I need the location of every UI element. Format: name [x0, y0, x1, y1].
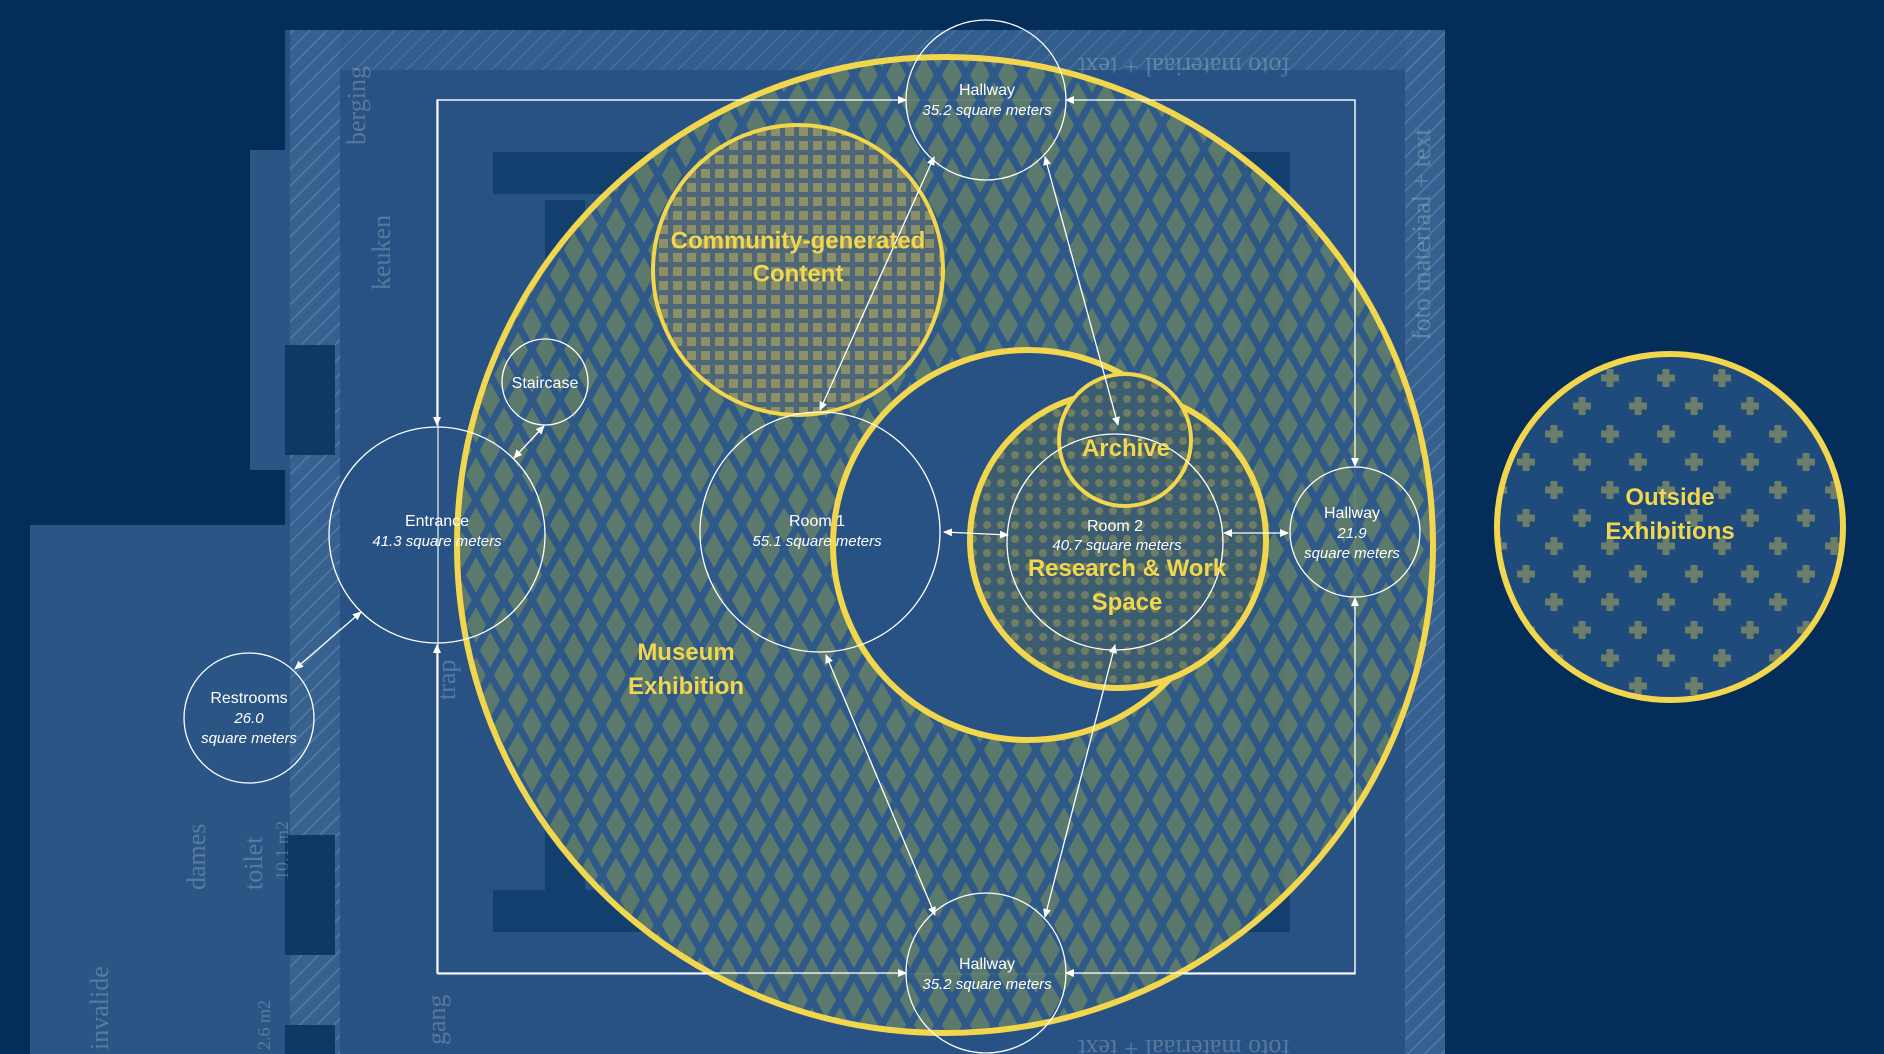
- connector-halltop-room1: [819, 156, 935, 411]
- entrance-name: Entrance: [405, 513, 469, 530]
- connector-room1-room2: [943, 528, 1009, 539]
- connector-restrooms-entrance: [294, 611, 362, 670]
- archive-title: Archive: [1082, 435, 1170, 462]
- floorplan-berging: berging: [342, 66, 371, 145]
- floorplan-gang: gang: [422, 994, 451, 1045]
- room1-area: 55.1 square meters: [752, 533, 882, 550]
- wall-left-block-1: [285, 345, 335, 455]
- hallway-right-name: Hallway: [1324, 505, 1380, 522]
- connector-halltop-hallright: [1065, 96, 1359, 467]
- outside-exhibitions-zone: [1494, 351, 1846, 703]
- wall-left-block-3: [285, 1025, 335, 1054]
- connector-halltop-room2: [1043, 156, 1120, 426]
- staircase-name: Staircase: [512, 375, 579, 392]
- floorplan-invalide: invalide: [85, 966, 114, 1050]
- connector-hallbottom-hallright: [1065, 597, 1359, 977]
- floorplan-dames: dames: [182, 824, 211, 890]
- floorplan-side-text: foto materiaal + text: [1407, 127, 1436, 340]
- hallway-bottom-name: Hallway: [959, 956, 1015, 973]
- research-work-title: Research & Work Space: [1028, 555, 1227, 616]
- outside-exhibitions-title: Outside Exhibitions: [1605, 484, 1734, 545]
- floorplan-toilet: toilet: [239, 836, 268, 890]
- museum-exhibition-outline: [454, 54, 1436, 1036]
- room2-area: 40.7 square meters: [1052, 537, 1182, 554]
- hallway-top-area: 35.2 square meters: [922, 102, 1052, 119]
- entrance-circle: [328, 426, 546, 644]
- community-content-title: Community-generated Content: [671, 228, 926, 288]
- hallway-right-area-value: 21.9: [1336, 525, 1367, 542]
- floorplan-area-label: 10.1 m2: [272, 821, 292, 880]
- museum-exhibition-title: Museum Exhibition: [628, 639, 744, 700]
- room2-name: Room 2: [1087, 518, 1143, 535]
- connector-room1-hallbottom: [825, 654, 936, 916]
- restrooms-circle: [183, 652, 315, 784]
- hallway-right-area-unit: square meters: [1304, 545, 1400, 562]
- room1-name: Room 1: [789, 513, 845, 530]
- connections: [294, 96, 1359, 977]
- restrooms-area-value: 26.0: [233, 710, 264, 727]
- restrooms-name: Restrooms: [210, 690, 287, 707]
- connector-room2-hallbottom: [1043, 644, 1117, 918]
- hallway-top-name: Hallway: [959, 82, 1015, 99]
- floorplan-keuken: keuken: [367, 215, 396, 290]
- wall-left-block-2: [285, 835, 335, 955]
- entrance-area: 41.3 square meters: [372, 533, 502, 550]
- connector-staircase-entrance: [513, 425, 545, 459]
- hallway-bottom-area: 35.2 square meters: [922, 976, 1052, 993]
- connector-entrance-hall-top: [433, 96, 907, 426]
- floorplan-left-wing: [30, 525, 330, 1054]
- floorplan-bottom-text: foto materiaal + text: [1077, 1034, 1290, 1054]
- restrooms-area-unit: square meters: [201, 730, 297, 747]
- floorplan-area-label-2: 2.6 m2: [254, 1000, 274, 1050]
- floorplan-top-text: foto materiaal + text: [1077, 52, 1290, 81]
- connector-entrance-hall-bottom: [433, 644, 907, 977]
